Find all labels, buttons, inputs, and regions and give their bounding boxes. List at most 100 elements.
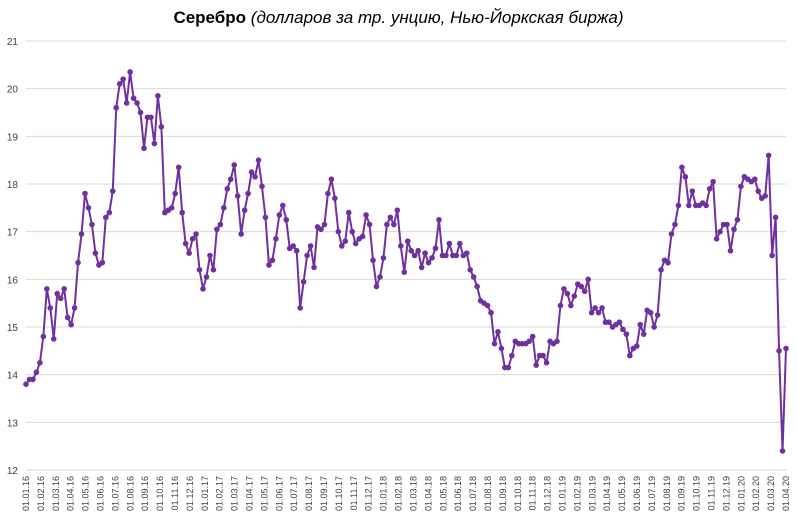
data-point	[266, 262, 272, 268]
gridlines	[26, 40, 786, 471]
data-point	[453, 252, 460, 259]
y-tick-label: 16	[7, 275, 19, 286]
data-point	[224, 185, 231, 192]
data-point	[238, 231, 244, 237]
chart-title: Серебро (долларов за тр. унцию, Нью-Йорк…	[0, 8, 797, 28]
data-point	[408, 247, 415, 254]
x-tick-label: 01.02.16	[36, 476, 46, 511]
data-point	[401, 269, 408, 275]
data-point	[751, 176, 758, 183]
x-tick-label: 01.03.19	[587, 476, 597, 511]
x-tick-label: 01.01.18	[379, 476, 389, 511]
data-point	[200, 286, 206, 292]
data-point	[71, 305, 78, 311]
data-point	[363, 212, 369, 218]
data-point	[370, 257, 376, 264]
chart-title-main: Серебро	[173, 8, 247, 27]
data-point	[595, 309, 602, 316]
data-point	[47, 305, 54, 311]
data-point	[436, 216, 442, 223]
x-tick-label: 01.02.19	[572, 476, 582, 511]
data-point	[75, 259, 81, 266]
data-point	[557, 302, 564, 309]
data-point	[783, 345, 789, 352]
data-point	[342, 238, 349, 244]
data-point	[328, 176, 335, 183]
y-tick-label: 15	[7, 323, 19, 334]
x-tick-label: 01.05.17	[259, 476, 269, 511]
chart-subtitle: (долларов за тр. унцию, Нью-Йоркская бир…	[250, 8, 624, 27]
data-point	[269, 257, 276, 264]
data-point	[418, 264, 425, 271]
data-point	[637, 321, 644, 328]
data-point	[175, 164, 182, 171]
data-point	[50, 336, 57, 342]
data-point	[647, 309, 654, 316]
x-tick-label: 01.04.18	[423, 476, 433, 511]
data-point	[679, 164, 685, 171]
x-tick-label: 01.07.18	[468, 476, 478, 511]
data-point	[40, 333, 47, 340]
x-tick-label: 01.10.16	[155, 476, 165, 511]
data-point	[377, 274, 383, 280]
x-tick-label: 01.09.17	[319, 476, 329, 511]
data-point	[318, 226, 324, 233]
data-point	[255, 157, 262, 163]
data-point	[581, 288, 588, 295]
data-point	[366, 221, 373, 228]
data-point	[533, 362, 539, 368]
data-point	[137, 109, 144, 116]
x-tick-label: 01.04.20	[781, 476, 791, 511]
data-point	[113, 104, 120, 111]
data-point	[380, 255, 387, 261]
data-point	[179, 209, 185, 216]
data-point	[203, 274, 210, 280]
data-point	[37, 359, 43, 366]
data-point	[429, 255, 435, 261]
data-point	[706, 185, 713, 192]
data-point	[654, 312, 661, 318]
data-point	[585, 276, 591, 283]
x-tick-label: 01.07.17	[289, 476, 299, 511]
data-point	[68, 321, 74, 328]
x-tick-label: 01.09.16	[140, 476, 150, 511]
data-point	[620, 326, 626, 333]
x-tick-label: 01.01.19	[557, 476, 567, 511]
y-tick-label: 17	[7, 228, 19, 239]
data-point	[57, 295, 64, 302]
data-point	[168, 205, 175, 211]
y-tick-label: 13	[7, 418, 19, 429]
data-point	[339, 243, 345, 249]
data-point	[231, 162, 238, 168]
data-point	[290, 243, 297, 249]
x-tick-label: 01.06.16	[96, 476, 106, 511]
x-tick-label: 01.12.16	[185, 476, 195, 511]
x-tick-label: 01.10.17	[334, 476, 344, 511]
data-point	[588, 309, 595, 316]
data-point	[89, 221, 95, 228]
data-point	[78, 231, 85, 237]
x-tick-label: 01.12.17	[364, 476, 374, 511]
data-point	[349, 228, 356, 235]
x-tick-label: 01.06.17	[274, 476, 284, 511]
data-point	[30, 376, 36, 383]
x-tick-label: 01.12.19	[721, 476, 731, 511]
data-point	[668, 231, 675, 237]
data-point	[578, 283, 585, 290]
data-point	[568, 302, 574, 309]
data-point	[182, 240, 189, 247]
data-point	[713, 236, 720, 242]
data-point	[564, 290, 571, 297]
data-point	[259, 183, 265, 190]
data-point	[33, 369, 40, 376]
data-point	[297, 305, 303, 311]
data-point	[446, 240, 453, 247]
data-point	[599, 305, 605, 311]
data-point	[724, 221, 730, 228]
data-point	[332, 195, 338, 202]
data-point	[227, 176, 234, 183]
x-tick-label: 01.06.19	[632, 476, 642, 511]
data-point	[293, 247, 300, 254]
data-point	[307, 243, 314, 249]
